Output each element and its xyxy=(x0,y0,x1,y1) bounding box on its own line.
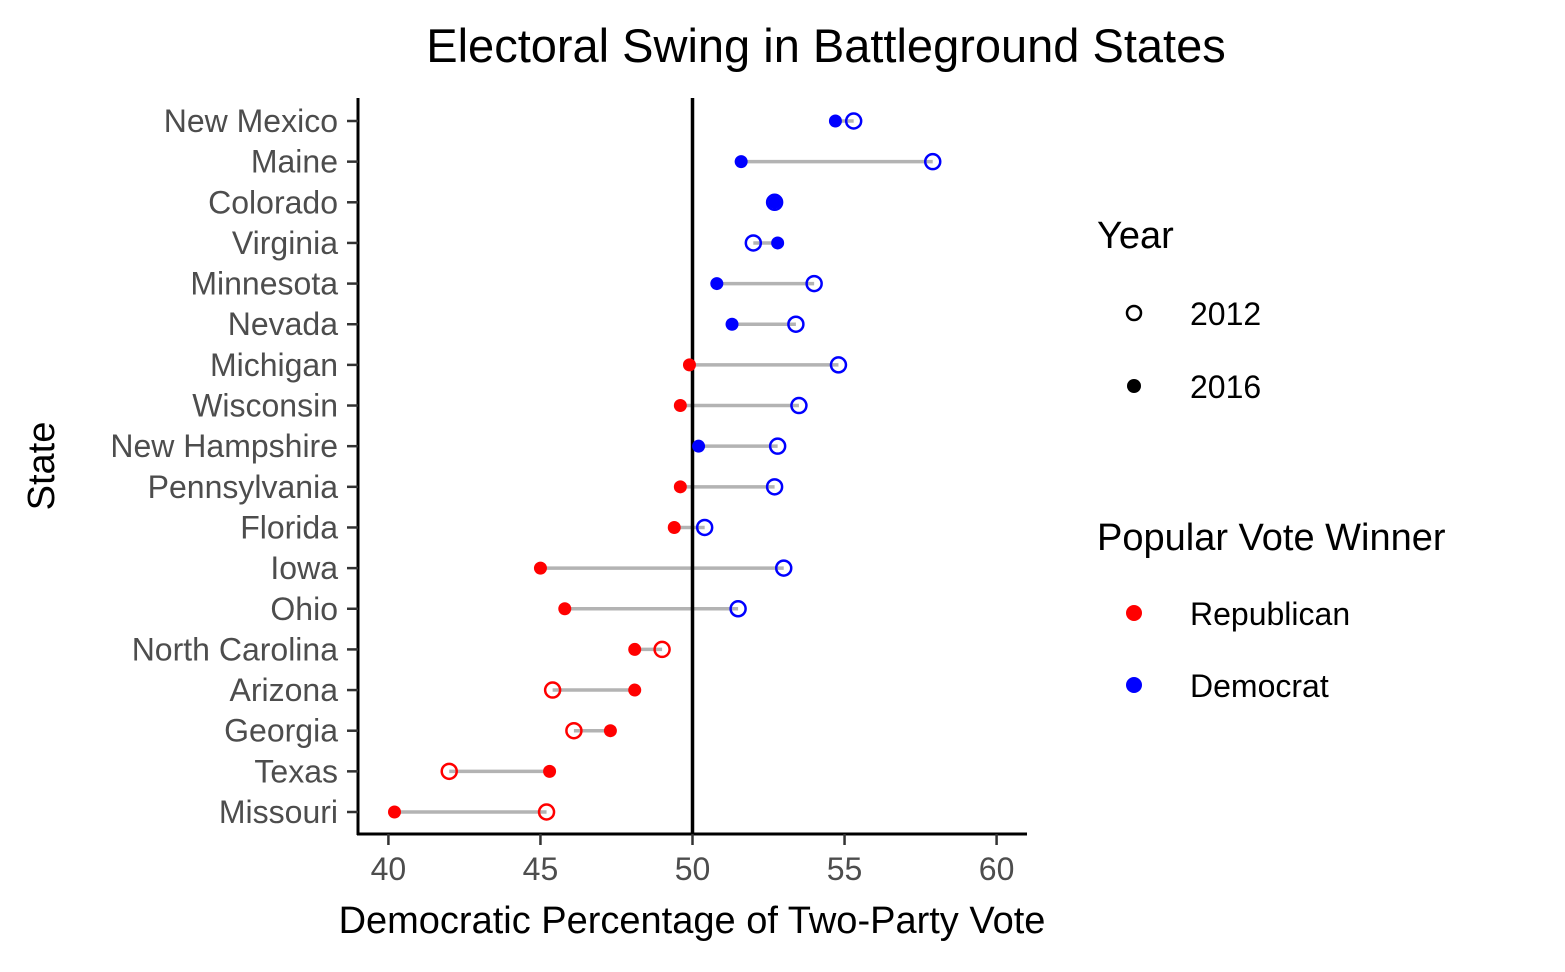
x-tick-label-60: 60 xyxy=(979,851,1015,887)
point-2012-georgia xyxy=(565,721,583,740)
y-tick-label-nevada: Nevada xyxy=(228,306,339,342)
point-2016-wisconsin xyxy=(673,399,687,413)
point-2012-new-hampshire xyxy=(768,437,787,455)
legend-label-democrat: Democrat xyxy=(1190,668,1329,704)
y-tick-label-pennsylvania: Pennsylvania xyxy=(148,469,339,505)
y-tick-label-georgia: Georgia xyxy=(224,713,338,749)
point-2012-minnesota xyxy=(805,274,823,293)
legend-winner-title: Popular Vote Winner xyxy=(1097,517,1446,559)
legend-item-democrat: Democrat xyxy=(1126,668,1329,704)
plot-area xyxy=(387,98,942,834)
y-tick-label-new-hampshire: New Hampshire xyxy=(110,428,338,464)
point-2012-pennsylvania xyxy=(765,478,784,496)
y-tick-label-arizona: Arizona xyxy=(230,672,339,708)
legend-filled-circle-icon xyxy=(1127,379,1141,393)
point-2012-maine xyxy=(923,152,942,171)
legend-item-republican: Republican xyxy=(1126,596,1350,632)
y-tick-label-texas: Texas xyxy=(254,753,338,789)
x-axis: 40 45 50 55 60 xyxy=(357,832,1027,887)
point-2012-colorado xyxy=(765,193,784,212)
y-axis-title: State xyxy=(21,422,63,511)
point-2016-nevada xyxy=(725,317,739,331)
y-tick-label-colorado: Colorado xyxy=(208,184,338,220)
legend-label-2012: 2012 xyxy=(1190,296,1261,332)
point-2016-pennsylvania xyxy=(673,480,687,494)
point-2016-minnesota xyxy=(710,277,724,291)
point-2016-michigan xyxy=(682,358,696,372)
x-axis-title: Democratic Percentage of Two-Party Vote xyxy=(339,900,1046,942)
point-2012-missouri xyxy=(537,803,556,821)
point-2016-missouri xyxy=(387,805,401,819)
point-2016-virginia xyxy=(771,236,785,250)
y-tick-label-florida: Florida xyxy=(240,509,338,545)
point-2016-ohio xyxy=(558,602,572,616)
y-tick-label-iowa: Iowa xyxy=(270,550,338,586)
point-2012-nevada xyxy=(787,315,805,333)
legend-item-2012: 2012 xyxy=(1125,296,1261,332)
point-2016-maine xyxy=(734,155,748,169)
y-tick-label-michigan: Michigan xyxy=(210,347,338,383)
point-2016-north-carolina xyxy=(628,642,642,656)
point-2016-iowa xyxy=(533,561,547,575)
x-tick-label-50: 50 xyxy=(675,851,711,887)
legend: Year 2012 2016 Popular Vote Winner Repub… xyxy=(1097,215,1446,704)
legend-item-2016: 2016 xyxy=(1127,369,1261,405)
legend-label-republican: Republican xyxy=(1190,596,1350,632)
point-2016-arizona xyxy=(628,683,642,697)
legend-label-2016: 2016 xyxy=(1190,369,1261,405)
point-2012-arizona xyxy=(543,681,562,699)
point-2016-new-mexico xyxy=(828,114,842,128)
y-tick-label-minnesota: Minnesota xyxy=(190,266,338,302)
y-tick-label-missouri: Missouri xyxy=(219,794,338,830)
y-tick-label-virginia: Virginia xyxy=(232,225,338,261)
point-2012-texas xyxy=(440,762,458,781)
point-2012-iowa xyxy=(774,559,793,577)
legend-year-title: Year xyxy=(1097,215,1174,257)
legend-republican-dot-icon xyxy=(1126,605,1142,621)
y-tick-label-north-carolina: North Carolina xyxy=(132,631,339,667)
point-2012-michigan xyxy=(829,356,848,374)
point-2012-virginia xyxy=(744,234,763,252)
x-tick-label-40: 40 xyxy=(371,851,407,887)
point-2016-colorado xyxy=(768,195,782,209)
y-axis: New Mexico Maine Colorado Virginia Minnesota… xyxy=(110,98,360,835)
point-2012-florida xyxy=(695,518,714,537)
point-2016-new-hampshire xyxy=(692,439,706,453)
legend-open-circle-icon xyxy=(1125,304,1143,322)
y-tick-label-maine: Maine xyxy=(251,144,338,180)
point-2012-north-carolina xyxy=(653,640,671,659)
point-2016-texas xyxy=(543,764,557,778)
x-tick-label-55: 55 xyxy=(827,851,863,887)
point-2016-florida xyxy=(667,520,681,534)
point-2012-wisconsin xyxy=(790,396,808,415)
x-tick-label-45: 45 xyxy=(523,851,559,887)
y-tick-label-new-mexico: New Mexico xyxy=(164,103,338,139)
point-2012-new-mexico xyxy=(844,112,863,130)
point-2012-ohio xyxy=(729,600,747,618)
point-2016-georgia xyxy=(603,724,617,738)
legend-democrat-dot-icon xyxy=(1126,677,1142,693)
chart-title: Electoral Swing in Battleground States xyxy=(426,19,1225,72)
y-tick-label-wisconsin: Wisconsin xyxy=(192,388,338,424)
y-tick-label-ohio: Ohio xyxy=(270,591,338,627)
